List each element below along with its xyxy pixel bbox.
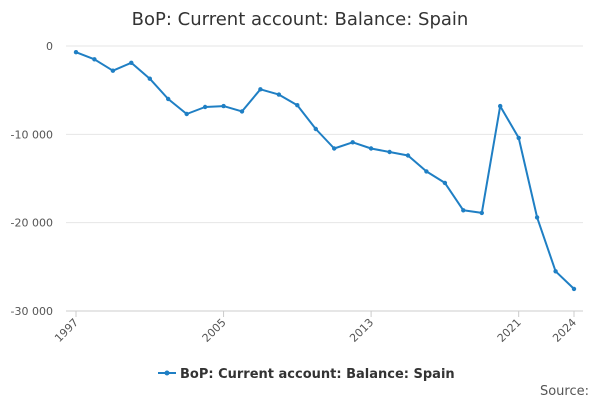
data-point[interactable] [424,169,429,174]
y-tick-label: -30 000 [11,305,53,318]
legend-marker-icon [164,370,170,376]
y-tick-label: -20 000 [11,217,53,230]
data-point[interactable] [239,109,245,114]
data-point[interactable] [147,76,152,81]
series-line [75,51,575,290]
data-point[interactable] [350,140,355,145]
data-point[interactable] [516,135,521,141]
data-point[interactable] [295,103,300,108]
data-point[interactable] [534,215,540,220]
data-point[interactable] [276,92,282,97]
x-axis: 1997 2005 2013 2021 2024 [52,311,579,345]
data-point[interactable] [73,50,79,55]
data-point[interactable] [405,153,411,158]
data-point[interactable] [184,111,189,117]
y-axis: 0 -10 000 -20 000 -30 000 [11,40,53,318]
chart-title: BoP: Current account: Balance: Spain [132,9,469,30]
data-point[interactable] [110,68,116,73]
legend-label: BoP: Current account: Balance: Spain [180,367,455,382]
data-point[interactable] [498,103,503,109]
data-point[interactable] [166,96,171,102]
data-point[interactable] [258,87,263,92]
y-tick-label: 0 [46,40,53,53]
data-point[interactable] [368,146,374,151]
data-point[interactable] [387,149,392,155]
source-label: Source: [540,384,589,399]
y-tick-label: -10 000 [11,128,53,141]
data-point[interactable] [571,286,577,292]
data-point[interactable] [202,104,208,110]
data-point[interactable] [479,210,484,216]
x-tick-label: 2005 [200,316,229,345]
series-group [73,50,577,292]
x-tick-label: 2013 [347,316,376,345]
data-point[interactable] [221,103,226,109]
x-tick-label: 2024 [550,316,579,345]
data-point[interactable] [442,180,448,186]
data-point[interactable] [92,57,97,62]
legend[interactable]: BoP: Current account: Balance: Spain [158,367,455,382]
gridlines [66,45,583,224]
data-point[interactable] [332,146,337,151]
data-point[interactable] [553,269,558,274]
data-point[interactable] [461,208,466,213]
data-point[interactable] [313,126,318,132]
x-tick-label: 1997 [52,316,81,345]
x-tick-label: 2021 [495,316,524,345]
data-point[interactable] [129,60,134,65]
